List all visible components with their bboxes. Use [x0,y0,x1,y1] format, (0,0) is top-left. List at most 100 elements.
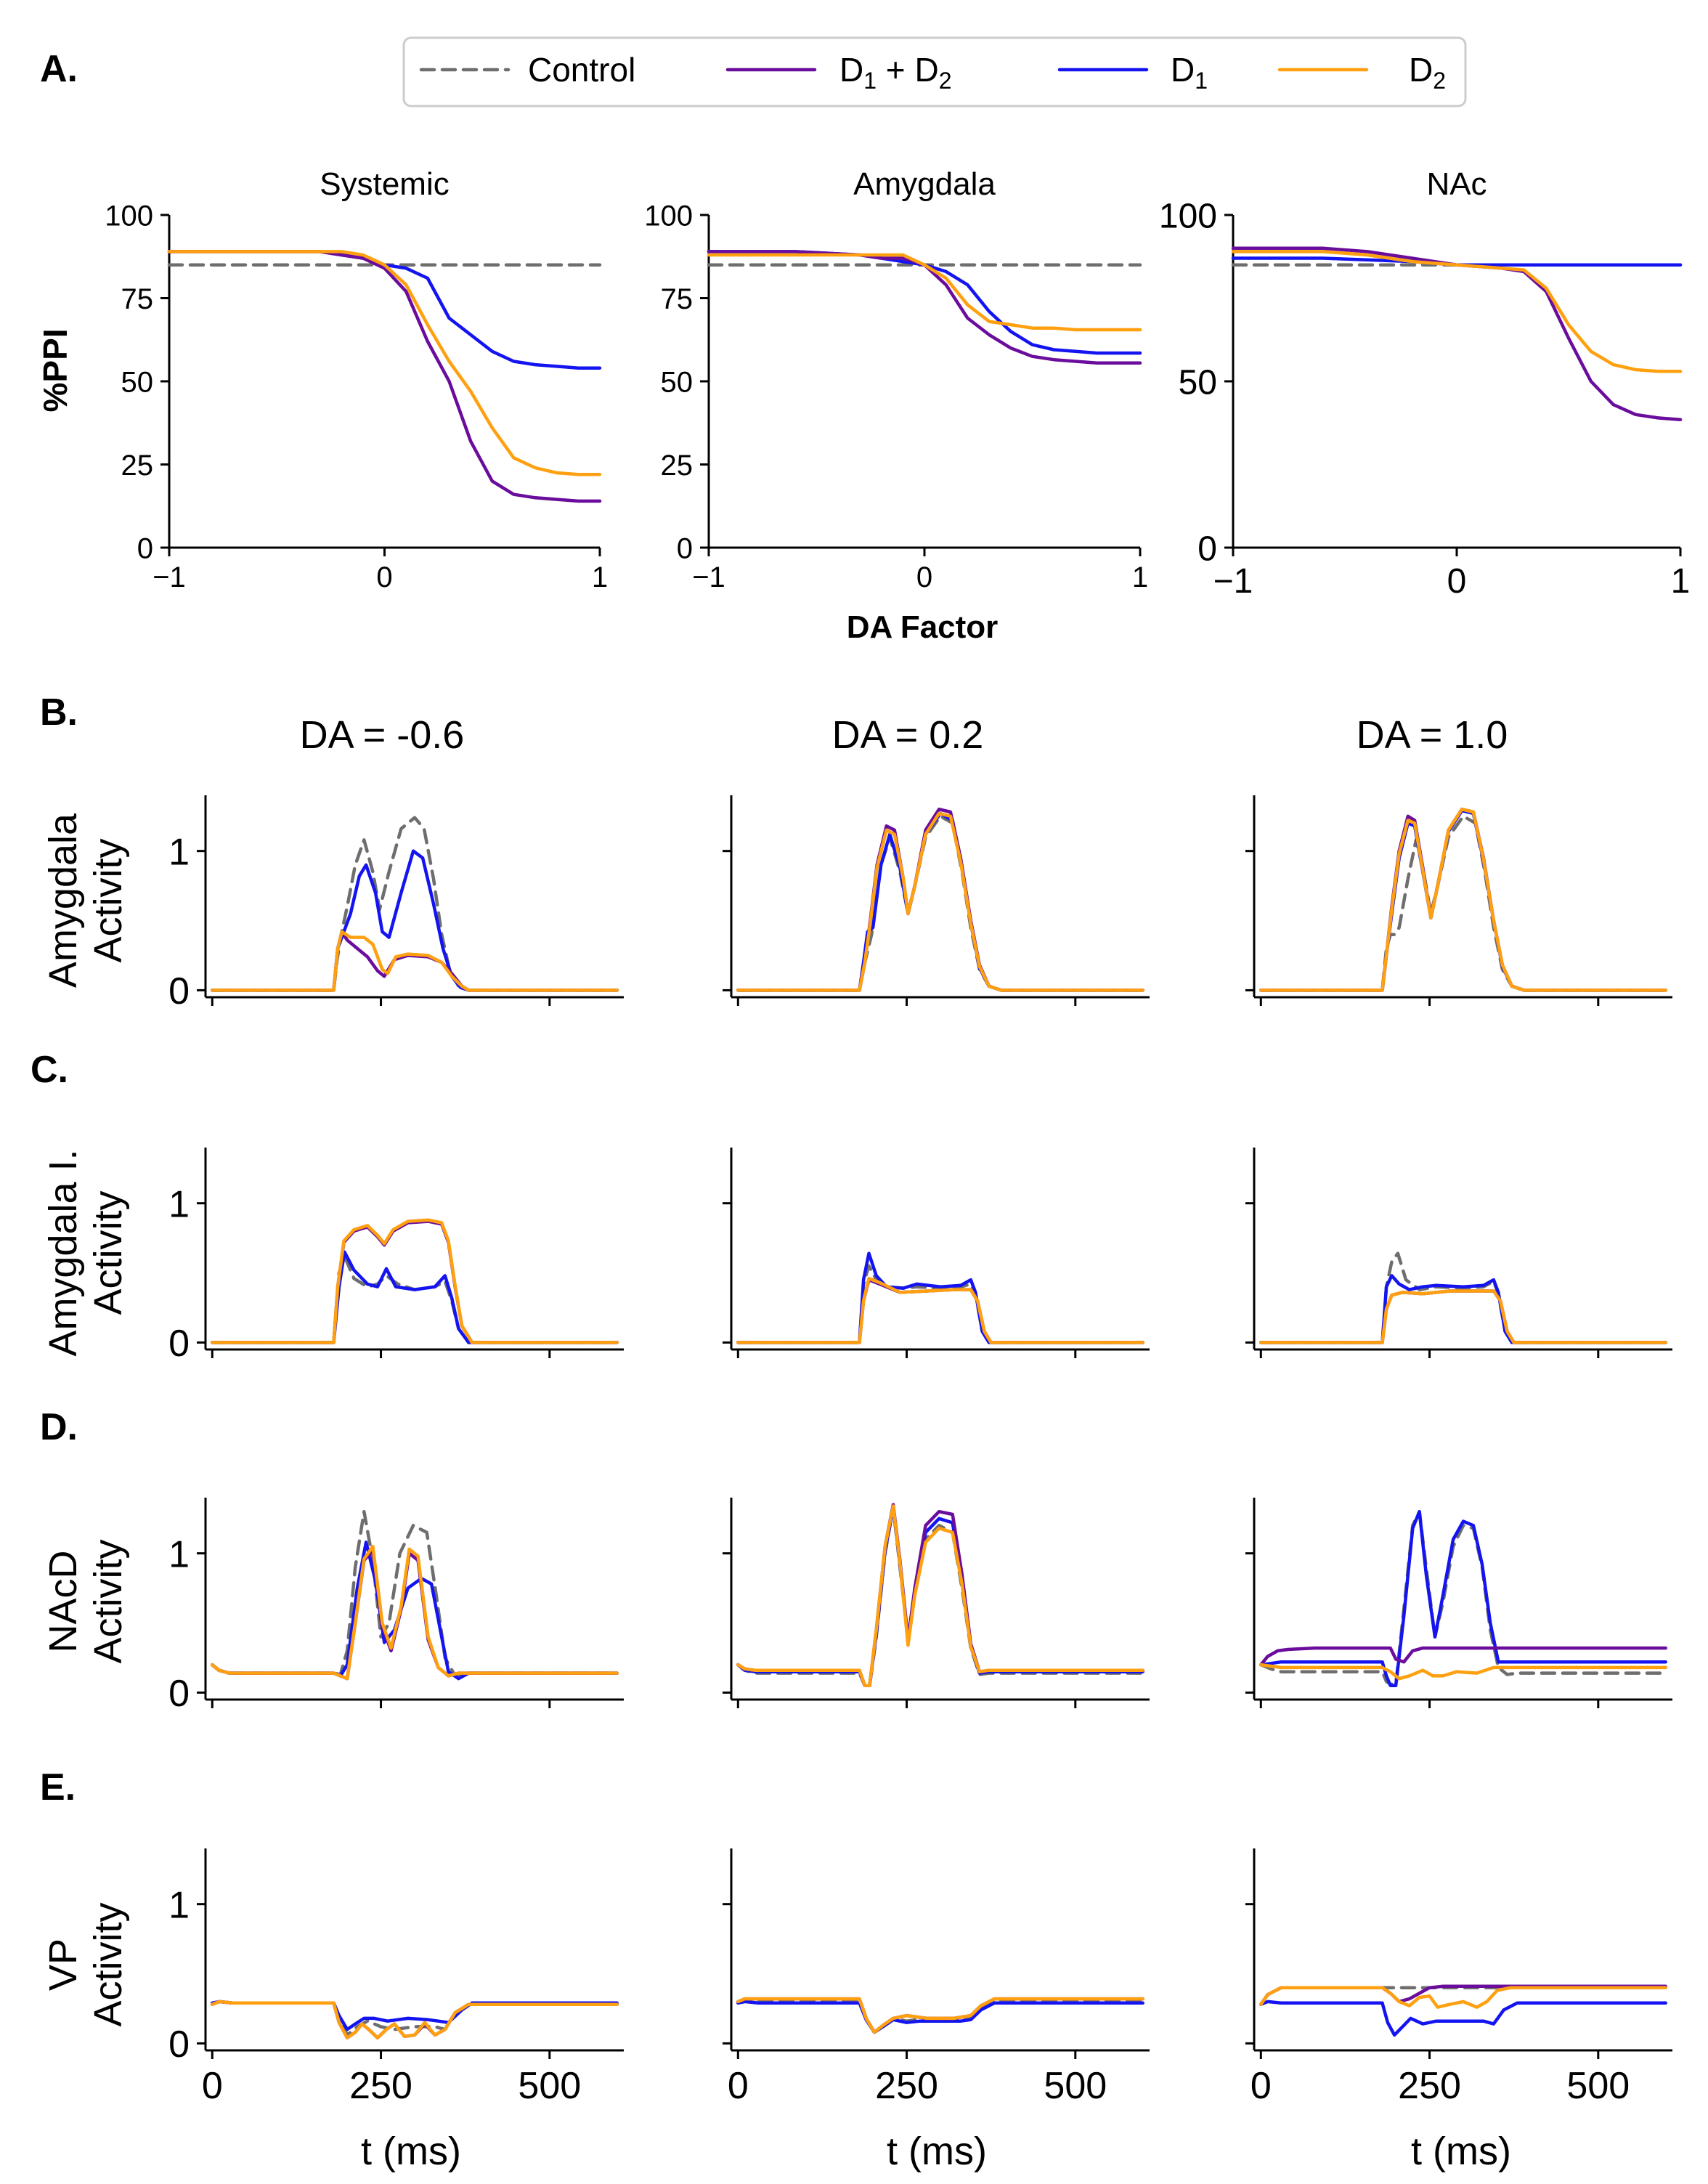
a0-ytick-label-3: 75 [121,283,154,315]
a2-xtick-label-0: −1 [1213,562,1253,601]
a1-ytick-label-3: 75 [661,283,694,315]
e0-ytick-label-1: 1 [168,1884,190,1926]
a1-series-d2 [707,253,1142,332]
b2-series-control [1259,814,1667,992]
d2-series-d1 [1259,1509,1667,1688]
a1-xtick-label-1: 0 [916,561,932,593]
a2-xtick-label-2: 1 [1671,562,1691,601]
legend-frame [402,36,1467,107]
d2-series-d1d2 [1259,1646,1667,1667]
a0-ytick-label-4: 100 [105,200,153,232]
a1-ytick-label-1: 25 [661,450,694,482]
d0-series-d2 [211,1544,619,1681]
e0-ytick-label-0: 0 [168,2023,190,2066]
legend-d2-main: D [1409,51,1433,89]
d1-series-control [736,1506,1144,1688]
row-d-ylabel: NAcDActivity [41,1539,130,1663]
e2-series-d1 [1259,2000,1667,2037]
panel-label-d: D. [40,1406,78,1448]
b0-series-d1 [211,849,619,992]
c0-series-d1 [211,1250,619,1344]
b0-ytick-label-1: 1 [168,831,190,873]
c0-ytick-label-0: 0 [168,1323,190,1365]
a1-xtick-label-2: 1 [1132,561,1148,593]
row-e-xlabel-1: t (ms) [887,2130,987,2173]
panel-label-c: C. [30,1049,68,1091]
b1-series-d1d2 [736,807,1144,992]
b0-series-d1d2 [211,930,619,992]
b1-series-control [736,814,1144,992]
e0-series-d2 [211,2000,619,2039]
row-b-title-1: DA = 0.2 [832,713,984,757]
d0-series-control [211,1509,619,1678]
e0-xtick-label-2: 500 [518,2065,581,2107]
b2-series-d1 [1259,808,1667,992]
a2-ytick-label-2: 100 [1159,197,1217,235]
legend-label-d2: D2 [1409,51,1446,94]
a1-ytick-label-0: 0 [677,532,693,564]
c0-series-d1d2 [211,1219,619,1344]
legend-d2-sub: 2 [1433,68,1446,94]
row-b-title-0: DA = -0.6 [300,713,465,757]
c2-series-d1d2 [1259,1289,1667,1344]
a0-xtick-label-2: 1 [592,561,608,593]
d0-ytick-label-1: 1 [168,1533,190,1575]
d0-series-d1d2 [211,1548,619,1681]
d1-series-d1 [736,1506,1144,1688]
row-d-ylabel-line2: Activity [86,1539,130,1663]
e2-xtick-label-0: 0 [1250,2065,1272,2107]
row-c-ylabel-line1: Amygdala I. [41,1149,85,1356]
c0-series-d2 [211,1218,619,1344]
b2-series-d1d2 [1259,807,1667,992]
c0-ytick-label-1: 1 [168,1183,190,1225]
row-e-ylabel: VPActivity [41,1902,130,2026]
row-e-ylabel-line1: VP [41,1939,85,1991]
a0-series-d1d2 [167,250,602,503]
legend-d1d2-sub1: 1 [863,68,877,94]
row-c-ylabel: Amygdala I.Activity [41,1149,130,1356]
e0-xtick-label-1: 250 [349,2065,412,2107]
a1-title: Amygdala [853,166,996,202]
c2-series-d2 [1259,1289,1667,1344]
row-a-xlabel: DA Factor [847,609,999,645]
legend-label-d1: D1 [1171,51,1208,94]
a2-series-d1d2 [1231,246,1683,421]
a2-ytick-label-1: 50 [1179,363,1217,402]
a1-ytick-label-4: 100 [644,200,693,232]
a2-xtick-label-1: 0 [1447,562,1467,601]
a1-xtick-label-0: −1 [692,561,725,593]
a0-ytick-label-1: 25 [121,450,154,482]
b1-series-d2 [736,811,1144,992]
a1-ytick-label-2: 50 [661,366,694,398]
e2-xtick-label-2: 500 [1566,2065,1630,2107]
c1-series-control [736,1264,1144,1344]
row-e-ylabel-line2: Activity [86,1902,130,2026]
b0-series-control [211,816,619,992]
legend-d1d2-mid: + D [877,51,939,89]
row-a-ylabel: %PPI [36,328,74,412]
e1-xtick-label-1: 250 [875,2065,938,2107]
row-b-ylabel-line2: Activity [86,838,130,962]
legend-label-d1d2: D1 + D2 [839,51,951,94]
d1-series-d1d2 [736,1503,1144,1688]
c1-series-d1 [736,1251,1144,1344]
row-e-xlabel-0: t (ms) [361,2130,461,2173]
a0-ytick-label-2: 50 [121,366,154,398]
e1-xtick-label-0: 0 [728,2065,749,2107]
e1-series-control [736,1998,1144,2034]
panel-label-a: A. [40,48,78,90]
legend-d1-sub: 1 [1195,68,1208,94]
e1-series-d1 [736,2000,1144,2034]
a0-title: Systemic [320,166,449,202]
e0-xtick-label-0: 0 [202,2065,223,2107]
row-b-ylabel: AmygdalaActivity [41,813,130,988]
b0-ytick-label-0: 0 [168,970,190,1012]
a0-series-d2 [167,250,602,476]
c1-series-d2 [736,1276,1144,1344]
e2-xtick-label-1: 250 [1398,2065,1461,2107]
c2-series-d1 [1259,1274,1667,1344]
a0-ytick-label-0: 0 [137,532,153,564]
e2-series-d2 [1259,1986,1667,2009]
